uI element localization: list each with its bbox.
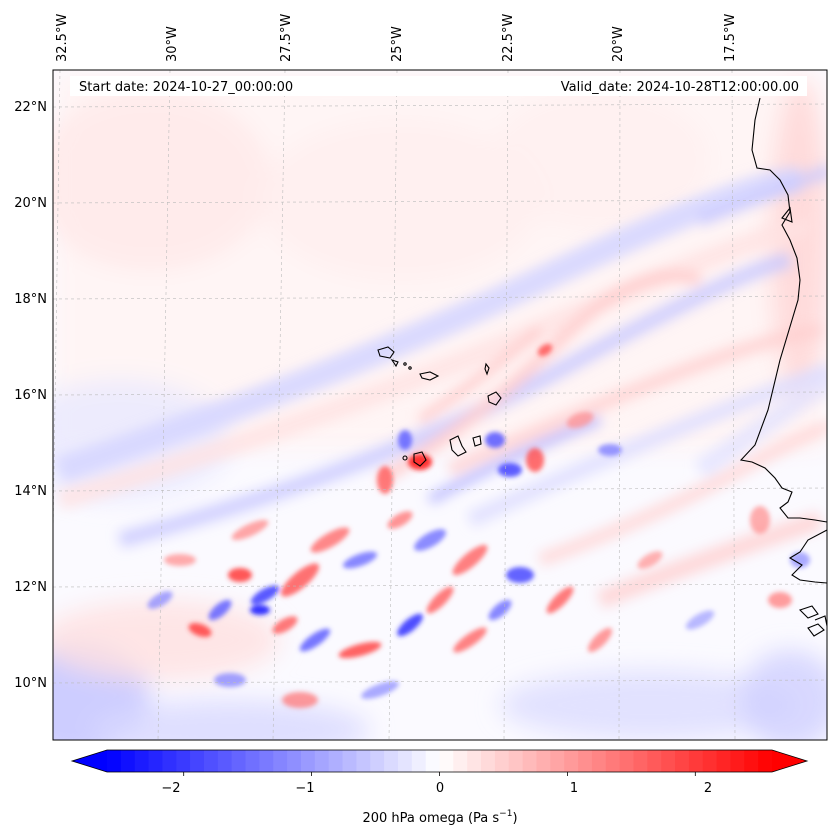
- colorbar-segment: [217, 750, 233, 772]
- lat-tick-label: 12°N: [14, 580, 47, 595]
- colorbar-segment: [120, 750, 136, 772]
- colorbar-tick-label: −2: [161, 781, 180, 796]
- colorbar-segment: [661, 750, 676, 772]
- longitude-labels: 32.5°W 30°W 27.5°W 25°W 22.5°W 20°W 17.5…: [55, 14, 738, 62]
- colorbar-segment: [328, 750, 344, 772]
- colorbar-segment: [342, 750, 357, 772]
- colorbar-tick-label: 2: [704, 781, 712, 796]
- colorbar-segment: [287, 750, 302, 772]
- coastlines: [739, 97, 827, 637]
- colorbar-segment: [439, 750, 454, 772]
- lat-tick-label: 14°N: [14, 484, 47, 499]
- colorbar-segment: [633, 750, 648, 772]
- colorbar-segment: [259, 750, 274, 772]
- colorbar-segment: [591, 750, 607, 772]
- colorbar-segment: [494, 750, 510, 772]
- map-frame: [52, 69, 828, 741]
- lon-tick-label: 30°W: [165, 26, 180, 62]
- lon-tick-label: 32.5°W: [55, 14, 70, 62]
- colorbar-segment: [148, 750, 164, 772]
- lat-tick-label: 16°N: [14, 388, 47, 403]
- colorbar-tick-label: 0: [436, 781, 444, 796]
- colorbar-segment: [190, 750, 205, 772]
- colorbar-segment: [619, 750, 635, 772]
- omega-field-cells: [147, 343, 810, 708]
- map-panel: Start date: 2024-10-27_00:00:00 Valid_da…: [52, 69, 828, 741]
- lat-tick-label: 10°N: [14, 676, 47, 691]
- colorbar-segment: [203, 750, 219, 772]
- lon-tick-label: 27.5°W: [279, 14, 294, 62]
- lat-tick-label: 18°N: [14, 292, 47, 307]
- colorbar-segment: [605, 750, 621, 772]
- colorbar-segment: [744, 750, 759, 772]
- lat-tick-label: 20°N: [14, 196, 47, 211]
- colorbar-segment: [397, 750, 413, 772]
- colorbar-segment: [384, 750, 399, 772]
- colorbar-segment: [231, 750, 247, 772]
- colorbar-segment: [107, 750, 122, 772]
- colorbar-segment: [508, 750, 524, 772]
- colorbar-label: 200 hPa omega (Pa s−1): [362, 809, 517, 826]
- cape-verde-islands: [377, 346, 502, 467]
- colorbar-tick-label: −1: [295, 781, 314, 796]
- colorbar-segment: [550, 750, 565, 772]
- colorbar-segment: [453, 750, 468, 772]
- colorbar-segment: [467, 750, 482, 772]
- colorbar-segment: [245, 750, 260, 772]
- colorbar-segments: [107, 750, 773, 772]
- colorbar-ticks: [183, 772, 696, 776]
- colorbar-segment: [356, 750, 371, 772]
- colorbar-extend-max: [772, 750, 807, 772]
- lon-tick-label: 20°W: [611, 26, 626, 62]
- lon-tick-label: 22.5°W: [501, 14, 516, 62]
- colorbar-segment: [273, 750, 288, 772]
- graticule: [53, 70, 827, 740]
- colorbar-segment: [702, 750, 718, 772]
- colorbar-segment: [481, 750, 496, 772]
- colorbar: −2 −1 0 1 2 200 hPa omega (Pa s−1): [70, 749, 809, 826]
- colorbar-segment: [176, 750, 191, 772]
- colorbar-segment: [411, 750, 427, 772]
- lon-tick-label: 25°W: [390, 26, 405, 62]
- colorbar-extend-min: [72, 750, 107, 772]
- colorbar-segment: [647, 750, 662, 772]
- colorbar-segment: [688, 750, 704, 772]
- start-date-label: Start date: 2024-10-27_00:00:00: [79, 80, 293, 95]
- colorbar-segment: [730, 750, 745, 772]
- colorbar-segment: [522, 750, 538, 772]
- valid-date-label: Valid_date: 2024-10-28T12:00:00.00: [561, 80, 799, 95]
- colorbar-segment: [564, 750, 579, 772]
- colorbar-segment: [716, 750, 732, 772]
- colorbar-segment: [425, 750, 441, 772]
- header-box: [70, 76, 807, 96]
- colorbar-segment: [758, 750, 773, 772]
- colorbar-segment: [536, 750, 551, 772]
- colorbar-segment: [162, 750, 177, 772]
- colorbar-tick-labels: −2 −1 0 1 2: [161, 781, 712, 796]
- african-coastline: [739, 97, 827, 523]
- african-coastline-south: [788, 529, 827, 584]
- colorbar-outline: [70, 749, 809, 773]
- colorbar-segment: [578, 750, 593, 772]
- colorbar-segment: [675, 750, 690, 772]
- colorbar-tick-label: 1: [570, 781, 578, 796]
- colorbar-segment: [314, 750, 330, 772]
- lon-tick-label: 17.5°W: [723, 14, 738, 62]
- lat-tick-label: 22°N: [14, 100, 47, 115]
- colorbar-segment: [300, 750, 316, 772]
- latitude-labels: 22°N 20°N 18°N 16°N 14°N 12°N 10°N: [14, 100, 47, 691]
- colorbar-segment: [134, 750, 150, 772]
- colorbar-segment: [370, 750, 385, 772]
